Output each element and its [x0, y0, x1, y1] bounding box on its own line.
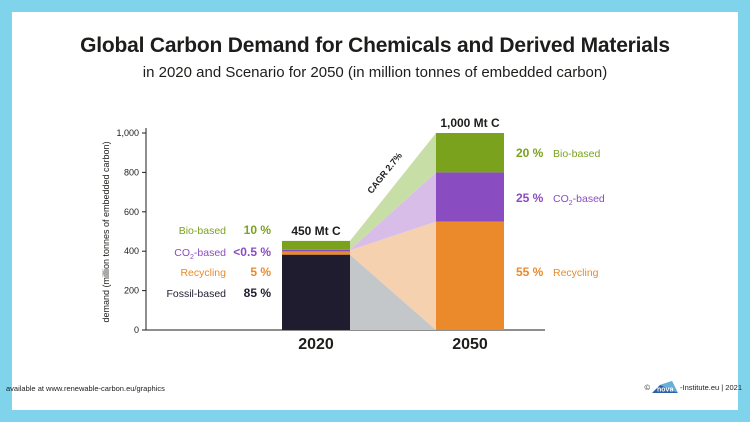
legend-2020-label-bio: Bio-based	[179, 225, 226, 237]
y-tick-label: 600	[124, 207, 139, 217]
y-tick-label: 200	[124, 286, 139, 296]
total-label-2020: 450 Mt C	[291, 224, 341, 238]
nova-logo-text: nova	[657, 387, 673, 394]
x-tick-label-2050: 2050	[452, 336, 488, 353]
legend-2050-label-bio: Bio-based	[553, 148, 600, 160]
legend-2050-pct-bio: 20 %	[516, 146, 544, 160]
x-tick-label-2020: 2020	[298, 336, 334, 353]
copyright-symbol: ©	[644, 382, 650, 392]
legend-2020-pct-fossil: 85 %	[244, 286, 272, 300]
legend-2050-label-recycling: Recycling	[553, 267, 599, 279]
bar-2050-recycling	[436, 221, 504, 330]
band-co2	[350, 172, 436, 251]
chart-card: Global Carbon Demand for Chemicals and D…	[12, 12, 738, 410]
legend-2020-label-recycling: Recycling	[180, 267, 226, 279]
y-axis-label: demand (million tonnes of embedded carbo…	[101, 141, 111, 322]
source-note: available at www.renewable-carbon.eu/gra…	[6, 384, 165, 393]
legend-2050-pct-recycling: 55 %	[516, 265, 544, 279]
y-tick-label: 400	[124, 246, 139, 256]
legend-2020-pct-bio: 10 %	[244, 223, 272, 237]
total-label-2050: 1,000 Mt C	[440, 116, 500, 130]
y-tick-label: 1,000	[116, 128, 139, 138]
bar-2020-bio	[282, 240, 350, 250]
legend-2050-label-co2: CO2-based	[553, 193, 605, 207]
band-bio	[350, 133, 436, 250]
chart-title: Global Carbon Demand for Chemicals and D…	[80, 34, 670, 57]
credit-line: © nova -Institute.eu | 2021	[644, 381, 742, 393]
y-tick-label: 0	[134, 325, 139, 335]
bar-2020-co2	[282, 249, 350, 252]
credit-text: -Institute.eu | 2021	[680, 382, 742, 392]
bar-2050-bio	[436, 133, 504, 173]
bar-2020-recycling	[282, 250, 350, 255]
bar-2050-co2	[436, 172, 504, 222]
y-tick-label: 800	[124, 167, 139, 177]
legend-2020-label-fossil: Fossil-based	[166, 288, 226, 300]
nova-logo-icon: nova	[652, 381, 678, 393]
chart-subtitle: in 2020 and Scenario for 2050 (in millio…	[142, 64, 608, 81]
legend-2020-label-co2: CO2-based	[174, 247, 226, 261]
legend-2020-pct-co2: <0.5 %	[233, 245, 271, 259]
legend-2020-pct-recycling: 5 %	[250, 265, 271, 279]
bar-2020-fossil	[282, 254, 350, 330]
legend-2050-pct-co2: 25 %	[516, 191, 544, 205]
band-fossil	[350, 254, 436, 330]
band-recycling	[350, 221, 436, 330]
